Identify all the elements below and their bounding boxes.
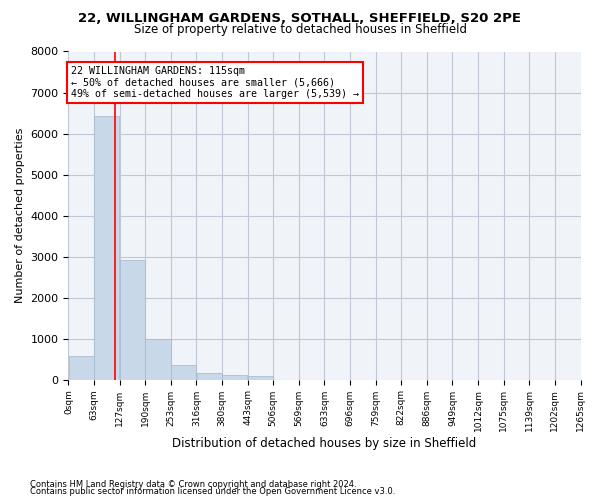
Bar: [94, 116, 119, 380]
Y-axis label: Number of detached properties: Number of detached properties: [15, 128, 25, 303]
Text: Contains HM Land Registry data © Crown copyright and database right 2024.: Contains HM Land Registry data © Crown c…: [30, 480, 356, 489]
Bar: [120, 260, 145, 380]
Text: 22, WILLINGHAM GARDENS, SOTHALL, SHEFFIELD, S20 2PE: 22, WILLINGHAM GARDENS, SOTHALL, SHEFFIE…: [79, 12, 521, 26]
Bar: [248, 376, 273, 380]
Bar: [171, 365, 196, 380]
Bar: [68, 356, 94, 380]
Text: Size of property relative to detached houses in Sheffield: Size of property relative to detached ho…: [133, 22, 467, 36]
Text: 22 WILLINGHAM GARDENS: 115sqm
← 50% of detached houses are smaller (5,666)
49% o: 22 WILLINGHAM GARDENS: 115sqm ← 50% of d…: [71, 66, 359, 100]
Text: Contains public sector information licensed under the Open Government Licence v3: Contains public sector information licen…: [30, 488, 395, 496]
Bar: [197, 372, 222, 380]
X-axis label: Distribution of detached houses by size in Sheffield: Distribution of detached houses by size …: [172, 437, 476, 450]
Bar: [145, 339, 170, 380]
Bar: [222, 375, 247, 380]
